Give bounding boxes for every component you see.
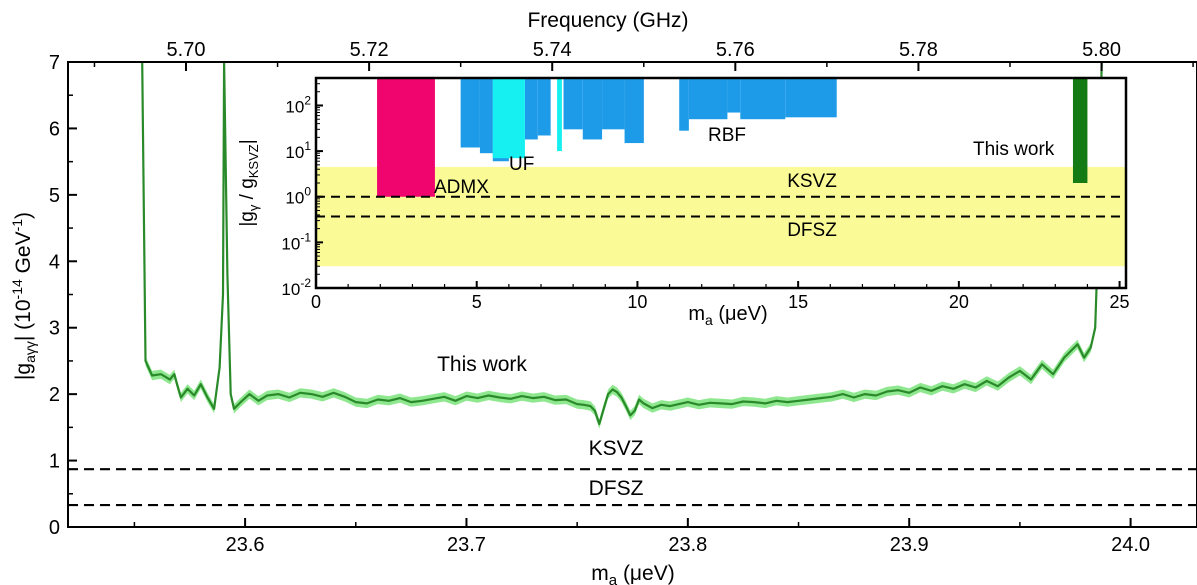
y-tick-label: 1 xyxy=(49,451,60,473)
y-tick-label: 6 xyxy=(49,118,60,140)
x-tick-label: 24.0 xyxy=(1111,534,1150,556)
top-tick-label: 5.80 xyxy=(1082,39,1121,61)
inset-x-tick-label: 10 xyxy=(627,292,647,312)
inset-x-tick-label: 5 xyxy=(472,292,482,312)
inset-y-axis-ticks: 10-2 10-1 100 101 102 xyxy=(281,77,323,299)
reference-lines xyxy=(68,468,1197,507)
inset-x-tick-label: 25 xyxy=(1110,292,1130,312)
inset-dfsz-label: DFSZ xyxy=(787,220,837,241)
this-work-limit-curve xyxy=(141,60,1103,426)
top-tick-label: 5.78 xyxy=(899,39,938,61)
this-work-exclusion xyxy=(1072,78,1088,183)
top-tick-label: 5.72 xyxy=(350,39,389,61)
x-axis-ticks: 23.6 23.7 23.8 23.9 24.0 xyxy=(133,518,1150,556)
y-tick-label: 0 xyxy=(49,517,60,539)
rbf-exclusion xyxy=(740,78,786,120)
dfsz-label: DFSZ xyxy=(589,477,644,500)
y-axis-title: |gaγγ| (10-14 GeV-1) xyxy=(9,212,38,380)
inset-y-tick-label: 10-2 xyxy=(281,276,311,299)
y-tick-label: 2 xyxy=(49,384,60,406)
admx-exclusion xyxy=(377,78,435,197)
inset-x-axis-ticks: 0 5 10 15 20 25 xyxy=(311,281,1130,312)
rbf-exclusion xyxy=(727,78,741,113)
rbf-exclusion xyxy=(679,78,689,131)
inset-x-tick-label: 15 xyxy=(788,292,808,312)
rbf-exclusion xyxy=(537,78,551,136)
top-tick-label: 5.76 xyxy=(716,39,755,61)
inset-plot: 0 5 10 15 20 25 10-2 10-1 100 101 102 ADMX UF RBF… xyxy=(237,76,1130,328)
inset-y-tick-label: 10-1 xyxy=(281,230,311,253)
inset-y-axis-title: |gγ / gKSVZ| xyxy=(237,139,261,226)
top-tick-label: 5.70 xyxy=(167,39,206,61)
inset-y-tick-label: 100 xyxy=(285,185,311,208)
this-work-label: This work xyxy=(437,353,527,376)
inset-ksvz-label: KSVZ xyxy=(787,171,837,192)
y-tick-label: 3 xyxy=(49,318,60,340)
top-axis-title: Frequency (GHz) xyxy=(527,9,688,32)
top-axis-ticks: 5.70 5.72 5.74 5.76 5.78 5.80 xyxy=(93,39,1194,71)
inset-x-axis-title: ma (μeV) xyxy=(688,303,767,328)
rbf-exclusion xyxy=(563,78,583,130)
uf-exclusion xyxy=(492,78,525,159)
rbf-exclusion xyxy=(624,78,644,144)
ksvz-label: KSVZ xyxy=(589,437,644,460)
inset-data xyxy=(316,78,1126,267)
admx-label: ADMX xyxy=(434,177,489,198)
rbf-exclusion xyxy=(460,78,480,148)
x-axis-title: ma (μeV) xyxy=(591,562,674,585)
rbf-exclusion xyxy=(688,78,728,120)
rbf-label: RBF xyxy=(708,125,746,146)
inset-y-tick-label: 101 xyxy=(285,139,311,162)
y-axis-ticks: 0 1 2 3 4 5 6 7 xyxy=(49,52,77,539)
y-tick-label: 4 xyxy=(49,251,60,273)
y-tick-label: 7 xyxy=(49,52,60,74)
uf-label: UF xyxy=(509,154,534,175)
x-tick-label: 23.7 xyxy=(447,534,486,556)
uf-exclusion xyxy=(557,78,562,152)
x-tick-label: 23.6 xyxy=(226,534,265,556)
rbf-exclusion xyxy=(785,78,837,118)
x-tick-label: 23.8 xyxy=(668,534,707,556)
inset-this-work-label: This work xyxy=(973,139,1055,160)
rbf-exclusion xyxy=(479,78,493,154)
rbf-exclusion xyxy=(524,78,538,140)
rbf-exclusion xyxy=(582,78,603,140)
inset-x-tick-label: 0 xyxy=(311,292,321,312)
top-tick-label: 5.74 xyxy=(533,39,572,61)
x-tick-label: 23.9 xyxy=(890,534,929,556)
inset-x-tick-label: 20 xyxy=(949,292,969,312)
rbf-exclusion xyxy=(602,78,625,130)
y-tick-label: 5 xyxy=(49,185,60,207)
limit-curve-line xyxy=(141,60,1103,426)
inset-y-tick-label: 102 xyxy=(285,93,311,116)
